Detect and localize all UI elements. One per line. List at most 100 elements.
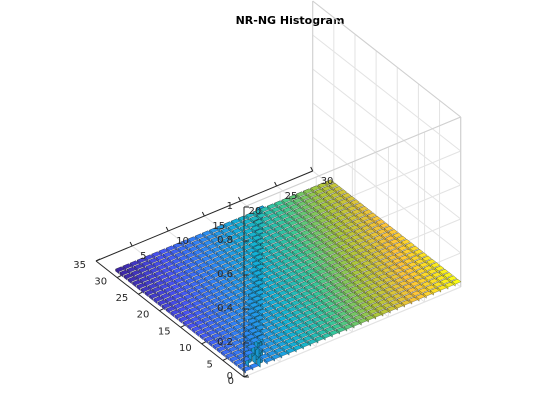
grid-line <box>312 34 462 152</box>
y-tick-label: 0 <box>228 376 234 387</box>
histogram-cell <box>337 189 348 195</box>
histogram-cell <box>295 191 306 198</box>
x-tick-label: 15 <box>212 221 225 232</box>
histogram-cell <box>451 278 462 285</box>
histogram-cell <box>302 188 314 195</box>
histogram-cell <box>371 215 382 222</box>
z-tick-label: 0.2 <box>217 337 233 348</box>
x-tick-mark <box>201 211 205 217</box>
histogram-cell <box>216 224 227 231</box>
histogram-cell <box>151 251 162 258</box>
y-tick-label: 25 <box>116 293 129 304</box>
y-tick-mark <box>180 324 185 328</box>
histogram-cell <box>180 239 191 246</box>
y-tick-mark <box>243 374 249 378</box>
histogram-cell <box>358 205 369 212</box>
grid-line <box>312 102 462 220</box>
histogram-cell <box>245 212 256 219</box>
histogram-cell <box>266 203 277 210</box>
histogram-cell <box>421 255 432 262</box>
histogram-cell <box>396 235 407 242</box>
histogram-cell <box>438 268 449 275</box>
histogram-cell <box>362 209 373 215</box>
y-tick-label: 35 <box>73 260 86 271</box>
y-tick-label: 30 <box>94 277 107 288</box>
histogram-cell <box>328 182 339 189</box>
y-tick-label: 5 <box>207 359 213 370</box>
x-tick-label: 30 <box>321 176 334 187</box>
grid-line <box>312 136 462 254</box>
histogram-cell <box>158 248 169 255</box>
histogram-cell <box>288 194 299 201</box>
histogram-cell <box>223 221 234 228</box>
y-tick-label: 15 <box>158 326 171 337</box>
x-tick-label: 20 <box>249 206 262 217</box>
histogram-cell <box>172 242 184 249</box>
x-tick-mark <box>310 166 314 172</box>
x-tick-mark <box>129 241 133 247</box>
histogram-cell <box>341 192 352 199</box>
histogram-cell <box>317 182 328 189</box>
histogram-cell <box>375 219 386 225</box>
histogram-cell <box>230 218 241 225</box>
histogram-cell <box>434 265 445 272</box>
z-tick-label: 0.8 <box>217 235 233 246</box>
histogram-cell <box>442 272 454 278</box>
histogram-cell <box>259 206 270 213</box>
histogram-cell <box>208 227 220 234</box>
box-edge <box>312 0 462 118</box>
grid-line <box>312 68 462 186</box>
z-tick-label: 0.6 <box>217 269 233 280</box>
histogram-cell <box>392 232 403 239</box>
chart-title: NR-NG Histogram <box>236 14 345 27</box>
x-tick-label: 10 <box>176 236 189 247</box>
histogram-cell <box>417 252 428 258</box>
y-tick-mark <box>159 308 164 312</box>
histogram-cell <box>413 249 424 255</box>
x-tick-label: 25 <box>285 191 298 202</box>
histogram-cell <box>143 254 155 261</box>
y-tick-mark <box>95 258 101 262</box>
histogram-cell <box>273 200 285 207</box>
histogram-cell <box>115 266 126 273</box>
y-axis-line <box>95 260 245 378</box>
x-tick-mark <box>165 226 169 232</box>
grid-line <box>243 286 461 378</box>
histogram-cell <box>332 186 344 192</box>
x-tick-mark <box>274 181 278 187</box>
histogram-cell <box>404 242 416 248</box>
histogram-cell <box>187 236 198 243</box>
z-tick-label: 0 <box>227 371 233 382</box>
y-tick-label: 20 <box>137 310 150 321</box>
y-tick-label: 10 <box>179 343 192 354</box>
histogram-cell <box>387 229 399 235</box>
y-tick-mark <box>138 291 143 295</box>
histogram-cell <box>324 179 335 186</box>
x-tick-mark <box>238 196 241 202</box>
histogram-cell <box>400 239 411 245</box>
histogram-cell <box>201 230 212 237</box>
z-tick-label: 1 <box>227 201 233 212</box>
histogram-cell <box>430 262 441 268</box>
histogram-cell <box>379 222 390 229</box>
histogram-cell <box>426 258 437 265</box>
y-tick-mark <box>222 357 228 361</box>
y-tick-mark <box>116 275 122 279</box>
histogram-cell <box>165 245 176 252</box>
histogram-cell <box>310 185 321 192</box>
histogram-cell <box>136 257 147 264</box>
histogram-cell <box>281 197 292 204</box>
histogram-cell <box>194 233 205 240</box>
histogram-cell <box>345 195 356 202</box>
y-tick-mark <box>201 341 206 345</box>
x-tick-label: 5 <box>140 251 146 262</box>
histogram-cell <box>366 212 377 219</box>
histogram-cell <box>409 245 420 252</box>
histogram-cell <box>383 225 394 232</box>
z-tick-label: 0.4 <box>217 303 233 314</box>
histogram-cell <box>122 263 133 270</box>
histogram-cell <box>354 202 365 209</box>
histogram-cell <box>349 199 361 205</box>
